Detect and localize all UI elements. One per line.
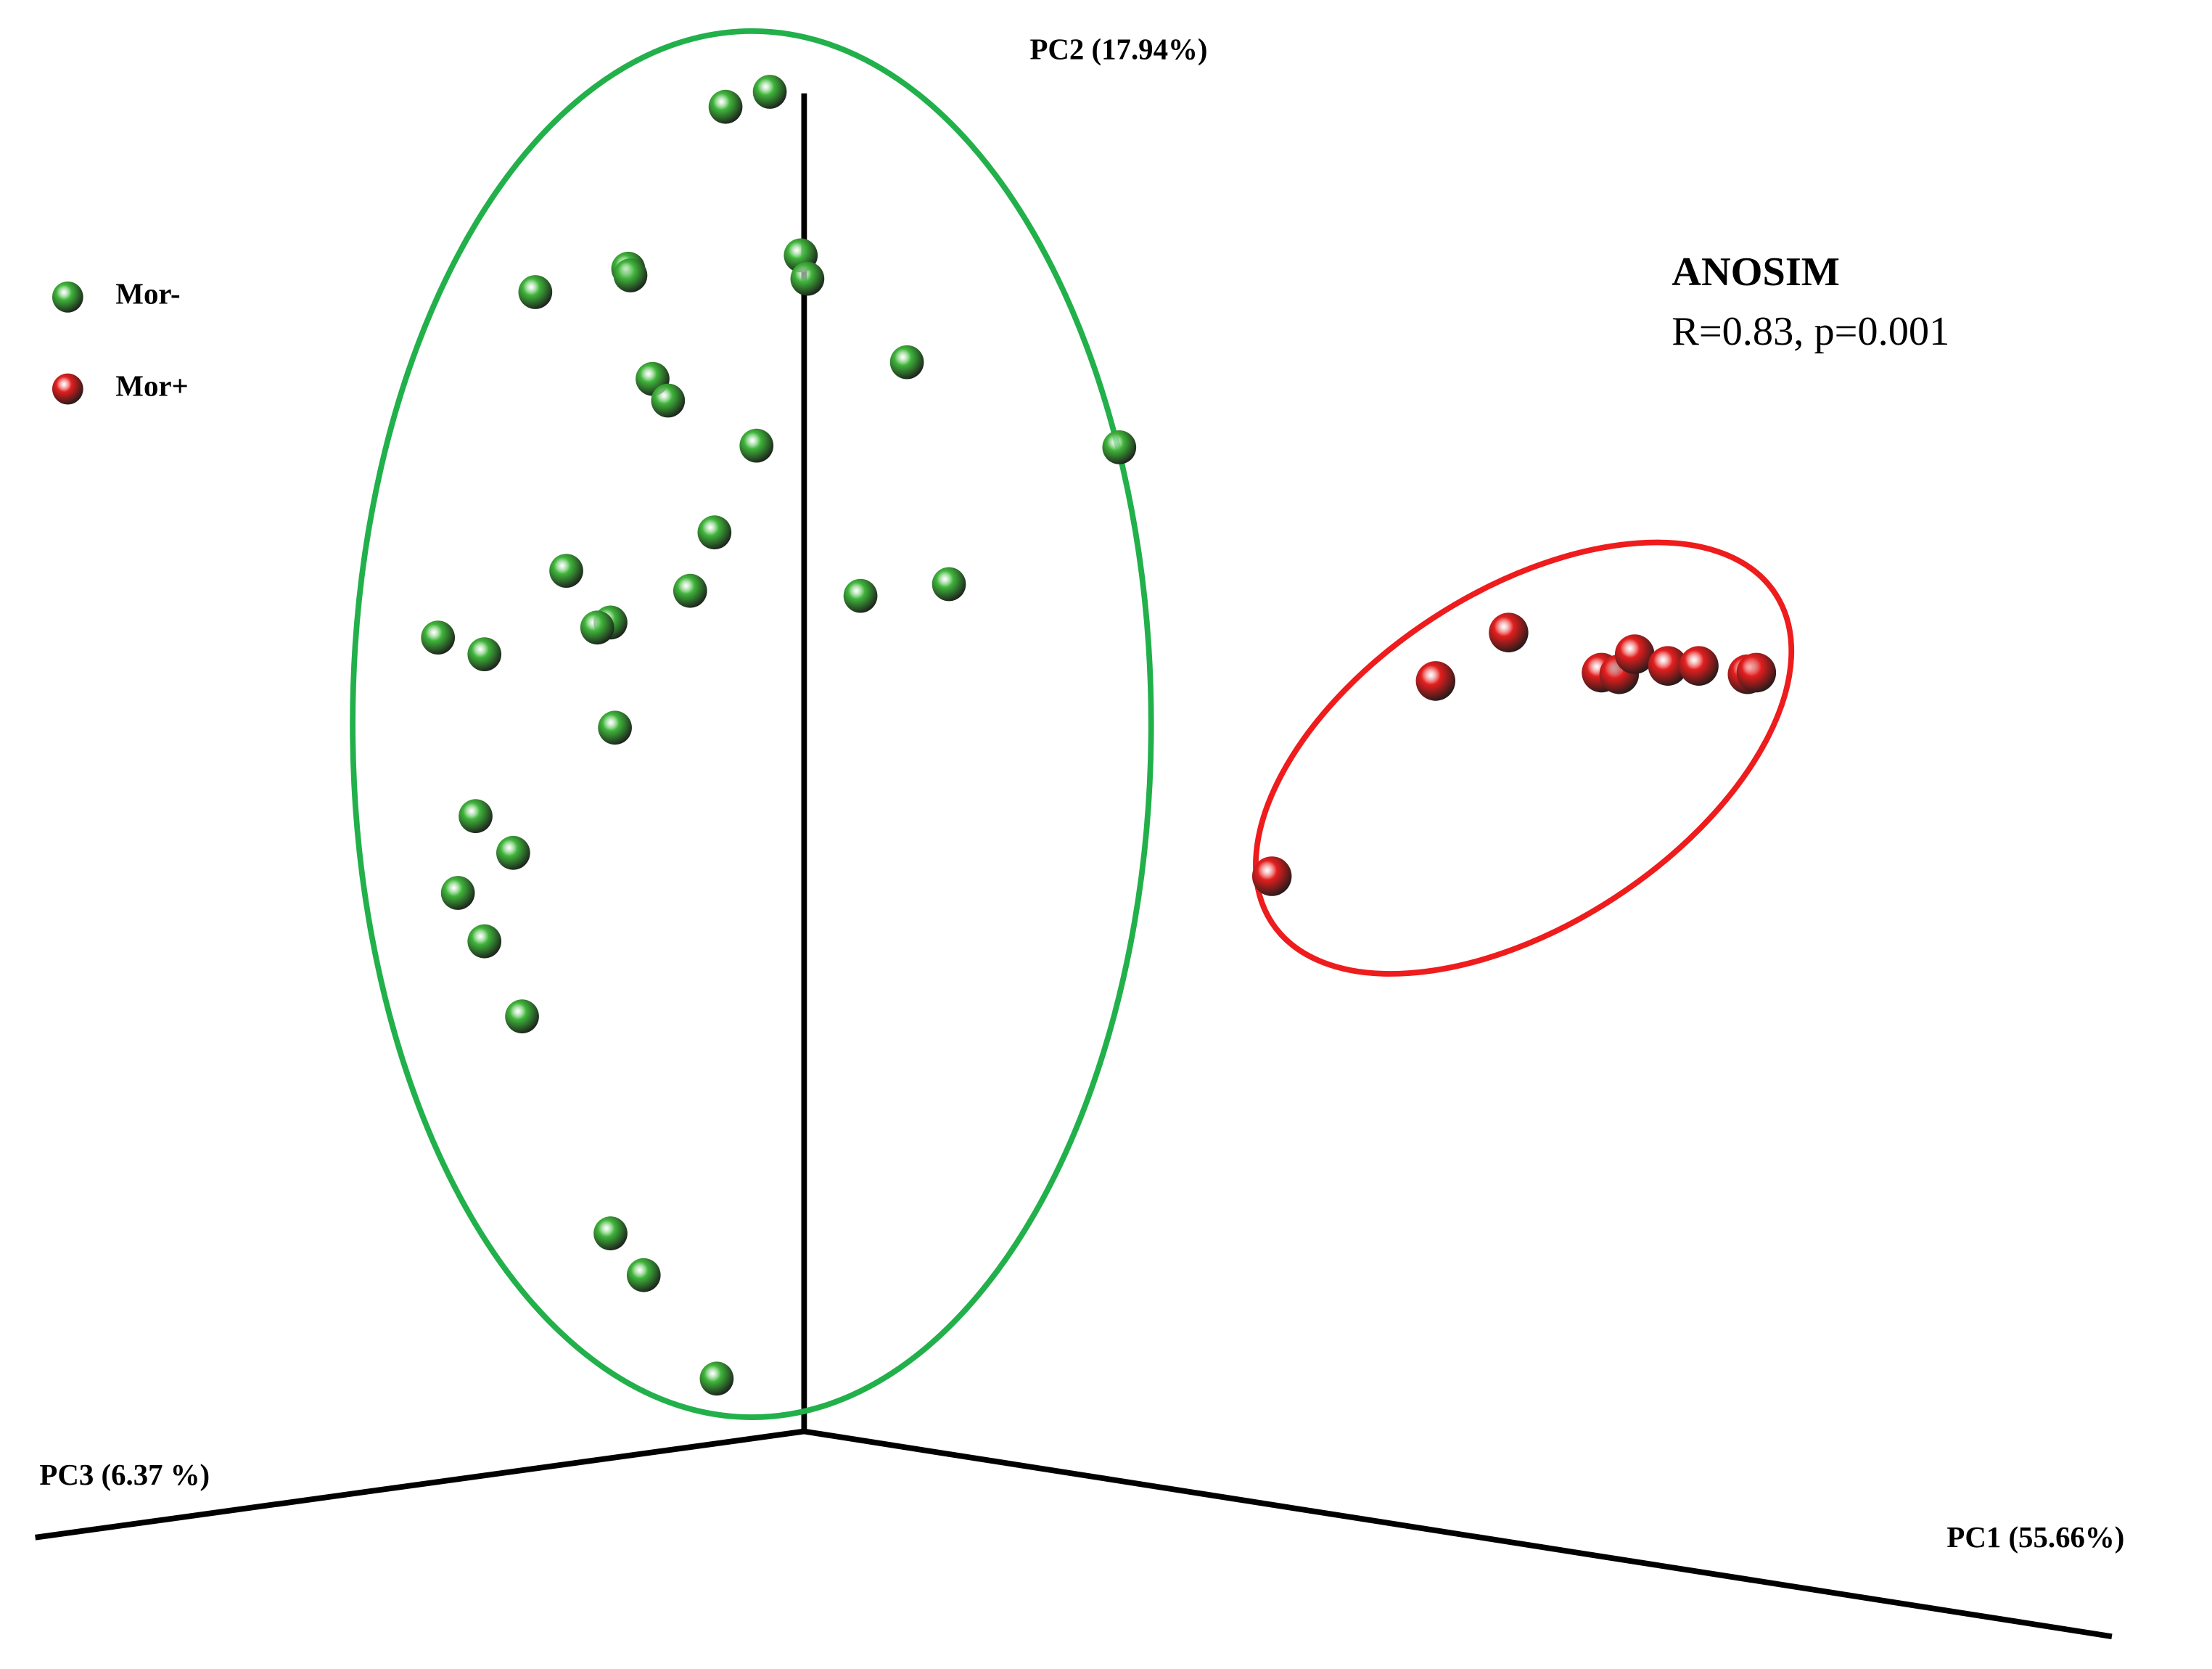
point	[790, 261, 825, 296]
legend-label: Mor+	[115, 369, 188, 402]
axis-pc3	[35, 1428, 805, 1541]
group-ellipse	[1253, 539, 1795, 977]
group-ellipse	[350, 28, 1154, 1420]
point	[739, 428, 774, 463]
point	[1736, 652, 1777, 693]
point	[1648, 646, 1688, 686]
point	[673, 573, 707, 608]
point	[699, 1361, 734, 1396]
point	[1102, 430, 1137, 464]
point	[889, 345, 924, 380]
point	[518, 275, 553, 309]
point	[708, 89, 743, 124]
point	[1679, 646, 1719, 686]
axis-pc1	[803, 1428, 2113, 1640]
point	[651, 383, 686, 418]
point	[1614, 634, 1655, 674]
point	[1415, 661, 1456, 701]
point	[496, 835, 530, 870]
point	[505, 999, 539, 1034]
y-axis-label: PC2 (17.94%)	[1029, 33, 1207, 65]
point	[932, 567, 966, 602]
axes	[35, 93, 2113, 1640]
legend-marker	[52, 373, 83, 405]
point	[549, 554, 583, 588]
point	[467, 924, 502, 959]
point	[752, 75, 787, 109]
point	[580, 610, 614, 645]
point	[593, 1216, 628, 1251]
point	[697, 515, 732, 550]
z-axis-label: PC3 (6.37 %)	[39, 1459, 210, 1491]
point	[1489, 612, 1529, 652]
point	[467, 637, 502, 671]
point	[1251, 856, 1292, 896]
point	[440, 876, 475, 910]
point	[459, 799, 493, 834]
point	[598, 710, 632, 745]
point	[613, 258, 648, 292]
point	[421, 620, 456, 655]
point	[843, 578, 878, 613]
legend-label: Mor-	[115, 278, 180, 311]
annotation-text: R=0.83, p=0.001	[1672, 309, 1949, 354]
point	[626, 1258, 661, 1292]
x-axis-label: PC1 (55.66%)	[1946, 1521, 2124, 1554]
legend-marker	[52, 281, 83, 313]
annotation-title: ANOSIM	[1672, 250, 1840, 295]
